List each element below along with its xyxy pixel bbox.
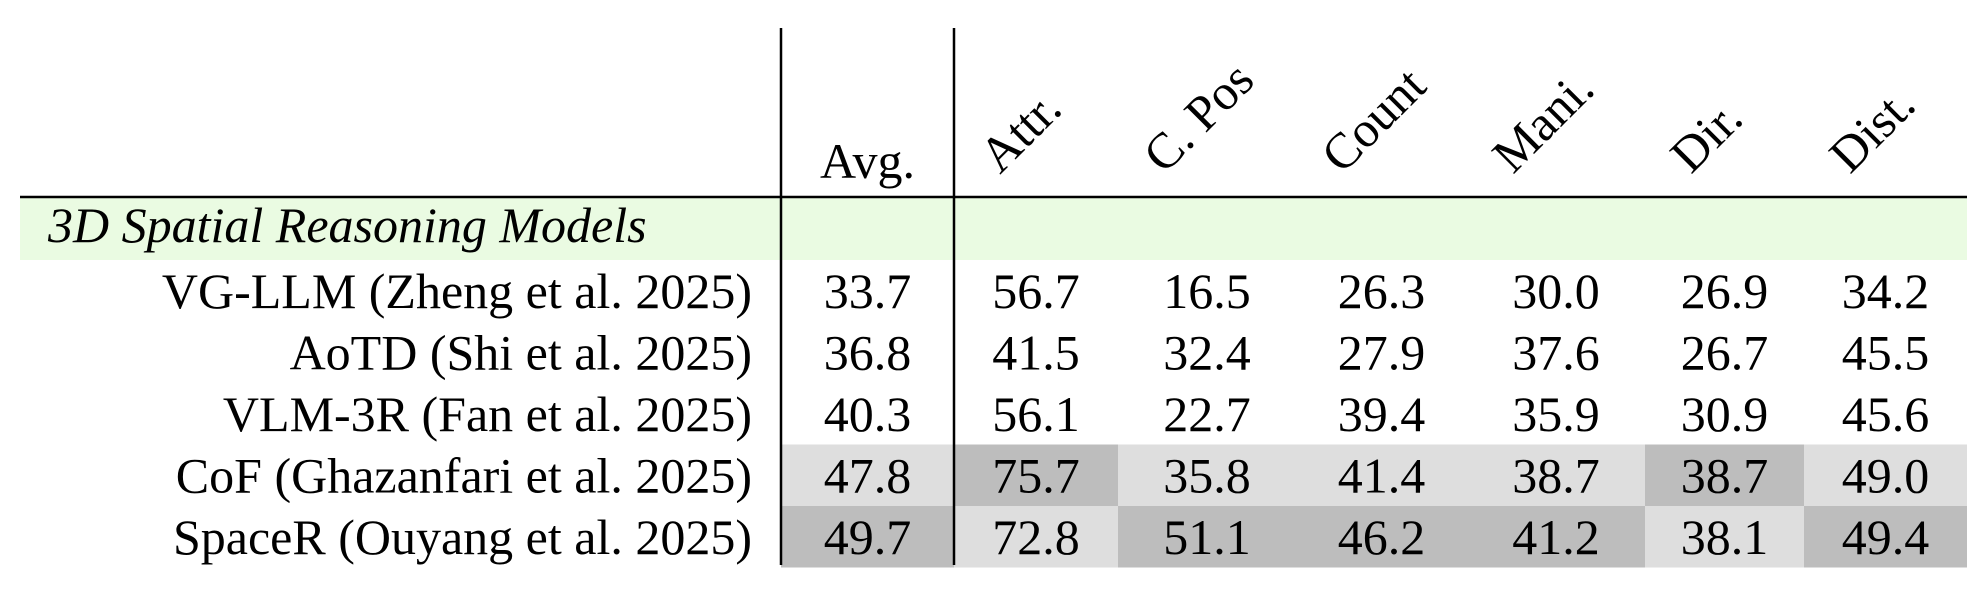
cell-value: 37.6 [1512,324,1600,380]
row-label: AoTD (Shi et al. 2025) [290,324,752,380]
row-label: SpaceR (Ouyang et al. 2025) [173,509,752,565]
cell-value: 39.4 [1338,386,1426,442]
cell-shade [1467,506,1645,568]
cell-shade [1804,444,1967,506]
row-label: CoF (Ghazanfari et al. 2025) [176,447,752,503]
cell-value: 30.9 [1681,386,1769,442]
column-header: Dir. [1659,89,1753,183]
cell-value: 32.4 [1163,324,1251,380]
cell-value: 40.3 [824,386,912,442]
column-header: Dist. [1818,75,1925,182]
cell-value: 26.7 [1681,324,1769,380]
cell-value: 51.1 [1163,509,1251,565]
cell-value: 26.3 [1338,263,1426,319]
cell-value: 38.7 [1512,447,1600,503]
column-header: Attr. [968,79,1071,182]
cell-value: 49.4 [1842,509,1930,565]
cell-value: 72.8 [992,509,1080,565]
column-header: Mani. [1481,60,1604,183]
section-label: 3D Spatial Reasoning Models [47,197,647,253]
cell-value: 16.5 [1163,263,1251,319]
cell-value: 56.1 [992,386,1080,442]
row-label: VG-LLM (Zheng et al. 2025) [162,263,752,319]
cell-value: 35.8 [1163,447,1251,503]
cell-shade [781,444,954,506]
cell-value: 41.5 [992,324,1080,380]
cell-value: 34.2 [1842,263,1930,319]
cell-value: 46.2 [1338,509,1426,565]
cell-value: 49.7 [824,509,912,565]
cell-value: 75.7 [992,447,1080,503]
cell-value: 27.9 [1338,324,1426,380]
cell-value: 47.8 [824,447,912,503]
column-header: C. Pos [1132,51,1264,183]
cell-shade [1296,444,1467,506]
cell-value: 33.7 [824,263,912,319]
section-band [20,197,1967,260]
cell-value: 41.2 [1512,509,1600,565]
cell-value: 49.0 [1842,447,1930,503]
cell-value: 41.4 [1338,447,1426,503]
cell-shade [954,444,1118,506]
cell-shade [1645,506,1804,568]
cell-value: 30.0 [1512,263,1600,319]
cell-value: 35.9 [1512,386,1600,442]
column-header: Avg. [820,133,915,189]
cell-shade [1645,444,1804,506]
cell-shade [1296,506,1467,568]
cell-value: 38.1 [1681,509,1769,565]
cell-value: 45.5 [1842,324,1930,380]
cell-value: 26.9 [1681,263,1769,319]
cell-value: 45.6 [1842,386,1930,442]
row-label: VLM-3R (Fan et al. 2025) [223,386,752,442]
column-header: Count [1310,57,1436,183]
cell-value: 56.7 [992,263,1080,319]
cell-shade [1467,444,1645,506]
cell-shade [1804,506,1967,568]
cell-shade [1118,444,1296,506]
cell-shade [781,506,954,568]
cell-value: 38.7 [1681,447,1769,503]
cell-value: 36.8 [824,324,912,380]
cell-shade [954,506,1118,568]
cell-value: 22.7 [1163,386,1251,442]
cell-shade [1118,506,1296,568]
